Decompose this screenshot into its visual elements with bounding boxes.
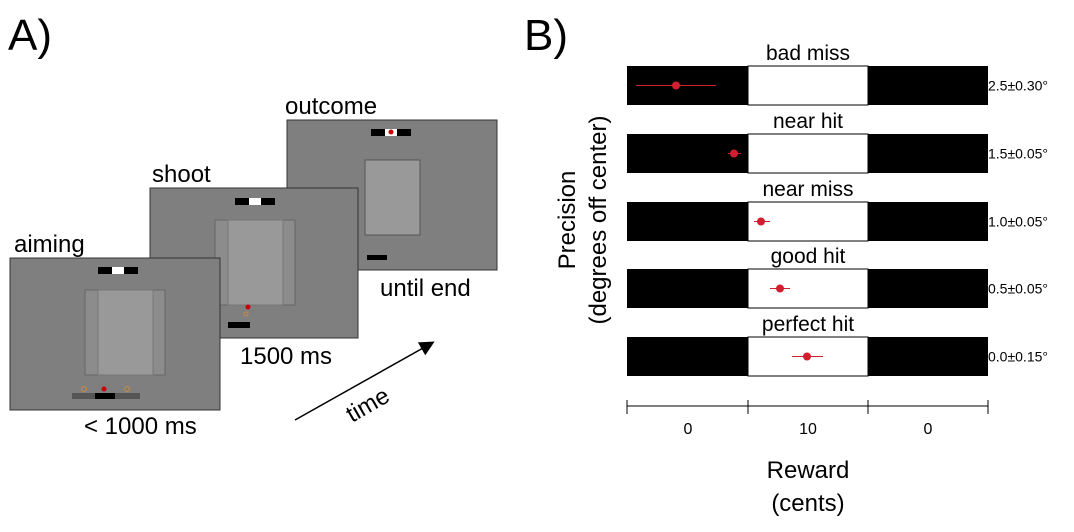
screen-title: shoot — [152, 161, 211, 188]
hit-dot — [730, 149, 738, 158]
row-title: bad miss — [766, 42, 850, 65]
duration: until end — [380, 275, 471, 302]
duration: < 1000 ms — [84, 413, 197, 440]
screen-title: aiming — [14, 231, 85, 258]
row-title: near hit — [773, 110, 843, 133]
row-title: perfect hit — [762, 313, 854, 336]
target-zone — [747, 133, 869, 174]
precision-label: 2.5±0.30° — [988, 78, 1048, 94]
row-title: good hit — [771, 245, 846, 268]
x-tick-label: 10 — [799, 421, 817, 438]
x-tick-label: 0 — [684, 421, 693, 438]
hit-dot — [776, 284, 784, 293]
precision-label: 1.5±0.05° — [988, 146, 1048, 162]
screen-title: outcome — [285, 93, 377, 120]
precision-label: 0.0±0.15° — [988, 349, 1048, 365]
screen — [9, 257, 221, 411]
hit-dot — [803, 352, 811, 361]
x-tick-label: 0 — [924, 421, 933, 438]
precision-label: 0.5±0.05° — [988, 281, 1048, 297]
y-label: Precision — [554, 171, 581, 270]
panel-label: A) — [8, 11, 52, 60]
precision-label: 1.0±0.05° — [988, 214, 1048, 230]
target-zone — [747, 268, 869, 309]
target-zone — [747, 65, 869, 106]
time-arrow — [294, 341, 435, 421]
hit-dot — [672, 81, 680, 90]
screen — [149, 187, 359, 339]
x-label: Reward — [767, 457, 850, 484]
duration: 1500 ms — [240, 343, 332, 370]
x-label: (cents) — [771, 490, 844, 517]
hit-dot — [757, 217, 765, 226]
row-title: near miss — [762, 178, 853, 201]
y-label: (degrees off center) — [585, 115, 612, 324]
panel-label: B) — [524, 11, 568, 60]
